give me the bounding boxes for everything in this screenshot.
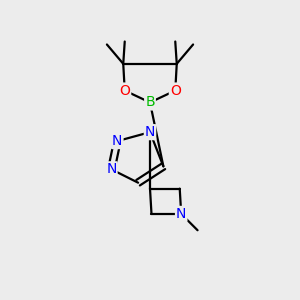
Text: N: N [176, 207, 186, 221]
Text: O: O [119, 84, 130, 98]
Text: N: N [112, 134, 122, 148]
Text: N: N [145, 125, 155, 139]
Text: B: B [145, 95, 155, 110]
Text: O: O [170, 84, 181, 98]
Text: N: N [106, 162, 116, 176]
